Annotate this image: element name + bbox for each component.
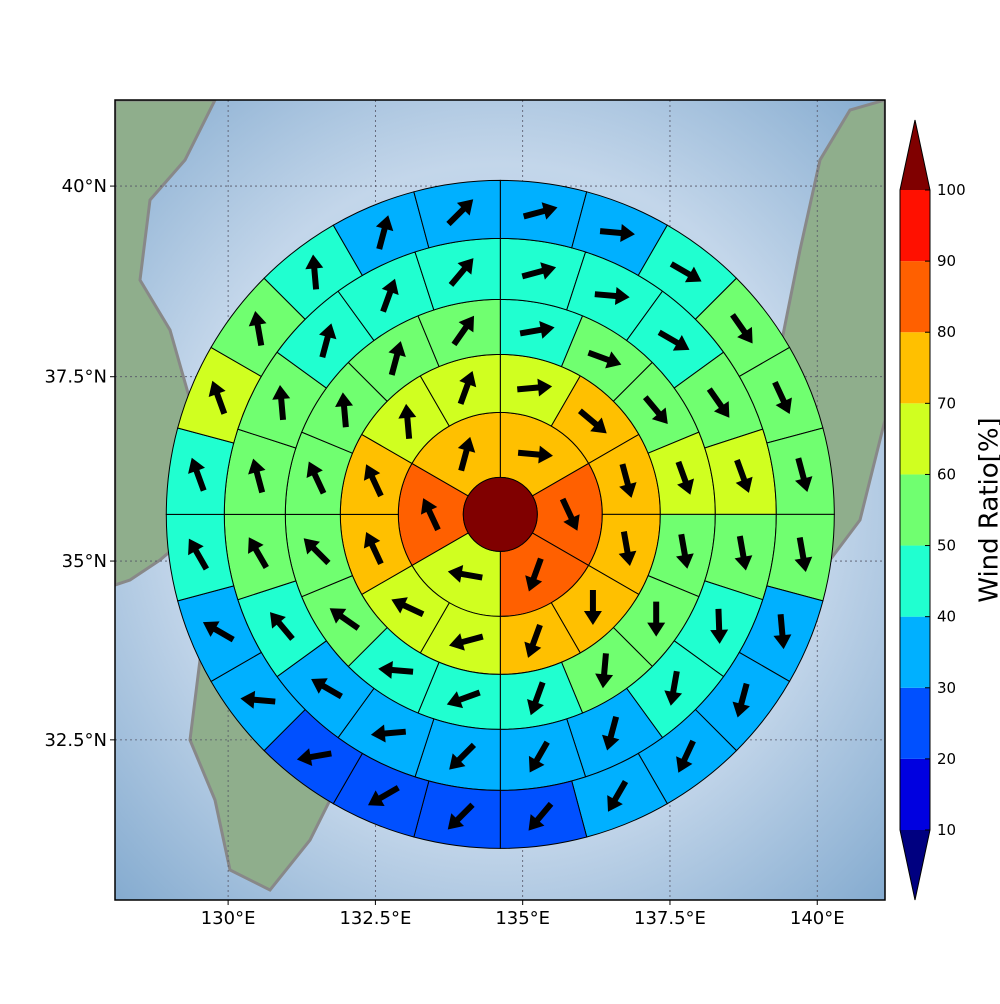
colorbar-bin — [900, 474, 930, 545]
colorbar-tick-label: 60 — [937, 465, 956, 483]
center-cell — [463, 477, 537, 551]
colorbar-bin — [900, 190, 930, 261]
y-tick-label: 32.5°N — [44, 730, 107, 751]
sector-cell — [414, 781, 500, 848]
colorbar-tick-label: 10 — [937, 821, 956, 839]
y-tick-label: 35°N — [62, 551, 107, 572]
polar-cells — [166, 180, 834, 848]
colorbar: 10 20 30 40 50 60 70 80 90 100 — [900, 120, 966, 900]
colorbar-tick-label: 30 — [937, 679, 956, 697]
colorbar-over — [900, 120, 930, 190]
x-tick-label: 140°E — [790, 908, 845, 929]
y-tick-label: 40°N — [62, 176, 107, 197]
colorbar-tick-label: 50 — [937, 537, 956, 555]
x-tick-label: 130°E — [201, 908, 256, 929]
colorbar-tick-label: 80 — [937, 323, 956, 341]
colorbar-bin — [900, 759, 930, 830]
colorbar-tick-label: 90 — [937, 252, 956, 270]
sector-cell — [166, 428, 233, 514]
colorbar-tick-label: 100 — [937, 181, 966, 199]
colorbar-label: Wind Ratio[%] — [975, 417, 1000, 602]
colorbar-under — [900, 830, 930, 900]
y-tick-label: 37.5°N — [44, 367, 107, 388]
colorbar-tick-label: 20 — [937, 750, 956, 768]
x-tick-label: 135°E — [495, 908, 550, 929]
colorbar-bin — [900, 688, 930, 759]
colorbar-bin — [900, 332, 930, 403]
colorbar-bin — [900, 617, 930, 688]
colorbar-tick-label: 70 — [937, 394, 956, 412]
colorbar-bin — [900, 261, 930, 332]
colorbar-bin — [900, 546, 930, 617]
x-tick-label: 132.5°E — [339, 908, 411, 929]
colorbar-tick-label: 40 — [937, 608, 956, 626]
x-tick-label: 137.5°E — [634, 908, 706, 929]
colorbar-bin — [900, 403, 930, 474]
